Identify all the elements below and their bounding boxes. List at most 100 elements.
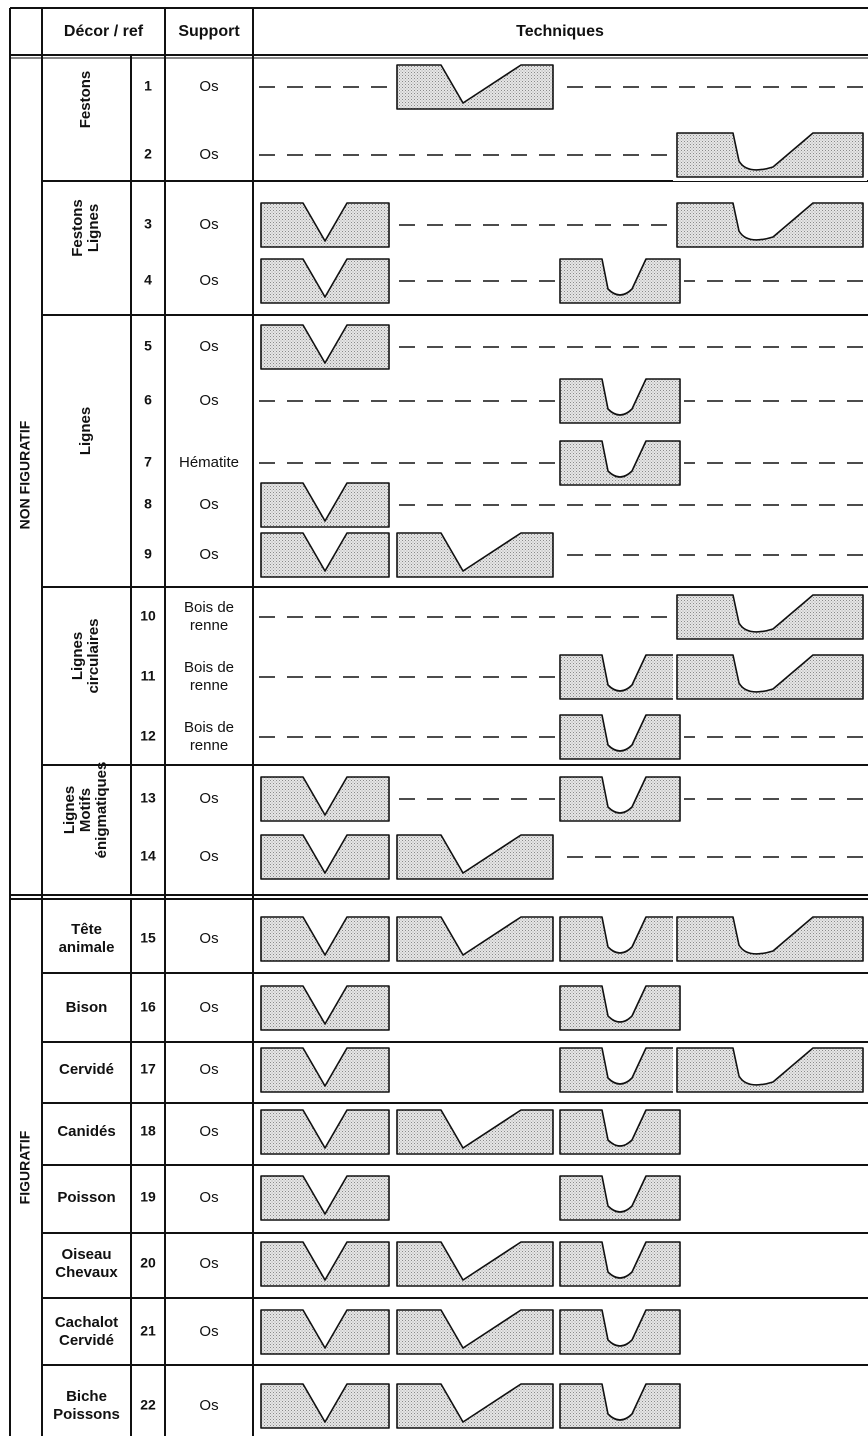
asymmetric-groove-icon xyxy=(396,1241,554,1287)
row-support: Os xyxy=(199,78,218,95)
v-shaped-groove-icon xyxy=(260,1109,390,1155)
row-decor: Tête xyxy=(71,921,102,938)
group-label: Lignes xyxy=(77,407,94,455)
row-decor: Oiseau xyxy=(61,1246,111,1263)
header-techniques: Techniques xyxy=(516,23,604,40)
table-texts: Décor / ref Support Techniques NON FIGURATI… xyxy=(17,23,604,1423)
u-shaped-groove-icon xyxy=(559,776,681,822)
asymmetric-groove-icon xyxy=(396,834,554,880)
row-ref: 4 xyxy=(144,272,152,288)
row-support: Os xyxy=(199,1189,218,1206)
row-support: Os xyxy=(199,1397,218,1414)
row-support: Bois de xyxy=(184,599,234,616)
row-decor: Bison xyxy=(66,999,108,1016)
row-decor: Cervidé xyxy=(59,1061,114,1078)
row-support: Hématite xyxy=(179,454,239,471)
row-support: Os xyxy=(199,1123,218,1140)
row-ref: 6 xyxy=(144,392,152,408)
v-shaped-groove-icon xyxy=(260,324,390,370)
row-ref: 7 xyxy=(144,454,152,470)
row-support: Os xyxy=(199,1061,218,1078)
u-shaped-groove-icon xyxy=(559,1109,681,1155)
row-decor: Chevaux xyxy=(55,1264,118,1281)
header-decor-ref: Décor / ref xyxy=(64,23,144,40)
v-shaped-groove-icon xyxy=(260,985,390,1031)
asymmetric-groove-icon xyxy=(396,64,554,110)
row-ref: 12 xyxy=(140,728,156,744)
row-ref: 14 xyxy=(140,848,156,864)
u-shaped-groove-icon xyxy=(559,985,681,1031)
row-decor: Poissons xyxy=(53,1406,120,1423)
u-shaped-groove-icon xyxy=(559,714,681,760)
row-support: Os xyxy=(199,1255,218,1272)
row-support: Os xyxy=(199,1323,218,1340)
row-support: Os xyxy=(199,392,218,409)
header-support: Support xyxy=(178,23,240,40)
v-shaped-groove-icon xyxy=(260,482,390,528)
v-shaped-groove-icon xyxy=(260,1383,390,1429)
row-support: renne xyxy=(190,617,228,634)
asymmetric-groove-icon xyxy=(396,1383,554,1429)
row-ref: 9 xyxy=(144,546,152,562)
row-ref: 8 xyxy=(144,496,152,512)
u-shaped-groove-icon xyxy=(559,1309,681,1355)
row-support: Os xyxy=(199,930,218,947)
wide-curved-groove-icon xyxy=(676,916,864,962)
asymmetric-groove-icon xyxy=(396,532,554,578)
row-support: Bois de xyxy=(184,659,234,676)
row-support: Bois de xyxy=(184,719,234,736)
wide-curved-groove-icon xyxy=(676,654,864,700)
group-label: Lignes xyxy=(69,632,86,680)
row-ref: 18 xyxy=(140,1123,156,1139)
row-ref: 17 xyxy=(140,1061,156,1077)
row-support: Os xyxy=(199,790,218,807)
row-support: Os xyxy=(199,999,218,1016)
wide-curved-groove-icon xyxy=(676,594,864,640)
row-ref: 3 xyxy=(144,216,152,232)
row-support: Os xyxy=(199,146,218,163)
u-shaped-groove-icon xyxy=(559,440,681,486)
v-shaped-groove-icon xyxy=(260,1309,390,1355)
row-ref: 1 xyxy=(144,78,152,94)
row-support: Os xyxy=(199,496,218,513)
category-figuratif: FIGURATIF xyxy=(17,1130,33,1204)
v-shaped-groove-icon xyxy=(260,202,390,248)
row-decor: Biche xyxy=(66,1388,107,1405)
u-shaped-groove-icon xyxy=(559,258,681,304)
row-decor: animale xyxy=(59,939,115,956)
technique-icons xyxy=(257,61,867,1432)
v-shaped-groove-icon xyxy=(260,1047,390,1093)
row-ref: 21 xyxy=(140,1323,156,1339)
v-shaped-groove-icon xyxy=(260,916,390,962)
group-label: Festons xyxy=(77,71,94,129)
row-ref: 16 xyxy=(140,999,156,1015)
row-ref: 13 xyxy=(140,790,156,806)
group-label: circulaires xyxy=(85,618,102,693)
asymmetric-groove-icon xyxy=(396,1109,554,1155)
group-label: Lignes xyxy=(61,786,78,834)
u-shaped-groove-icon xyxy=(559,1383,681,1429)
wide-curved-groove-icon xyxy=(676,1047,864,1093)
row-support: renne xyxy=(190,677,228,694)
row-ref: 10 xyxy=(140,608,156,624)
group-label: énigmatiques xyxy=(93,762,110,859)
row-decor: Cachalot xyxy=(55,1314,118,1331)
wide-curved-groove-icon xyxy=(676,202,864,248)
row-decor: Poisson xyxy=(57,1189,115,1206)
asymmetric-groove-icon xyxy=(396,1309,554,1355)
v-shaped-groove-icon xyxy=(260,834,390,880)
v-shaped-groove-icon xyxy=(260,776,390,822)
row-ref: 20 xyxy=(140,1255,156,1271)
row-support: Os xyxy=(199,848,218,865)
group-label: Motifs xyxy=(77,788,94,832)
row-support: Os xyxy=(199,546,218,563)
row-support: Os xyxy=(199,272,218,289)
row-support: Os xyxy=(199,216,218,233)
u-shaped-groove-icon xyxy=(559,378,681,424)
v-shaped-groove-icon xyxy=(260,532,390,578)
row-decor: Canidés xyxy=(57,1123,115,1140)
group-label: Lignes xyxy=(85,204,102,252)
asymmetric-groove-icon xyxy=(396,916,554,962)
row-ref: 5 xyxy=(144,338,152,354)
